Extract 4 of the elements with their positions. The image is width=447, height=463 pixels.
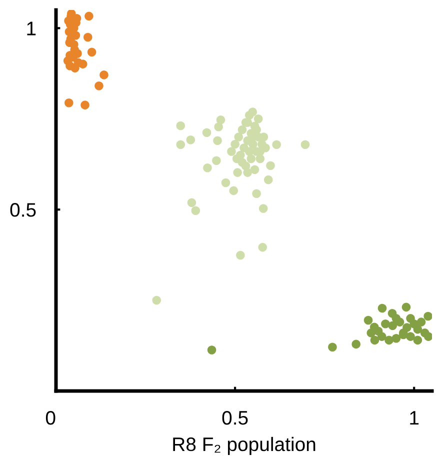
x-tick-label: 0: [46, 410, 56, 425]
x-tick-label: 1: [410, 411, 419, 425]
x-tick-label: 0.5: [222, 410, 248, 425]
x-axis-title: R8 F₂ population: [173, 436, 316, 456]
